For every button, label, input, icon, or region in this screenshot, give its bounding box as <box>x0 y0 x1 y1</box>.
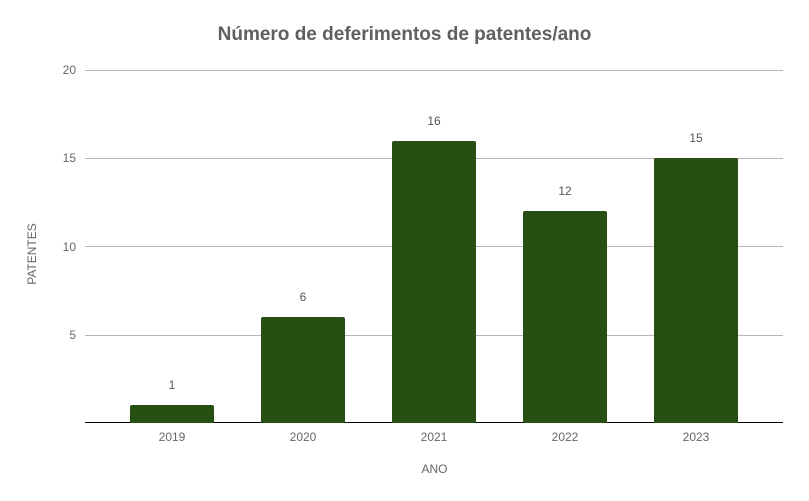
bar-2019[interactable] <box>130 405 214 423</box>
bar-2021[interactable] <box>392 141 476 423</box>
y-tick-5: 5 <box>69 328 76 342</box>
data-label-2023: 15 <box>689 131 703 145</box>
x-axis-label: ANO <box>421 462 448 476</box>
x-tick-2021: 2021 <box>420 430 448 444</box>
bar-2022[interactable] <box>523 211 607 423</box>
data-label-2022: 12 <box>558 184 572 198</box>
y-tick-10: 10 <box>62 240 76 254</box>
data-label-2021: 16 <box>427 114 441 128</box>
bar-2023[interactable] <box>654 158 738 423</box>
x-tick-2022: 2022 <box>551 430 579 444</box>
bar-2020[interactable] <box>261 317 345 423</box>
data-label-2020: 6 <box>299 290 307 304</box>
y-tick-15: 15 <box>62 151 76 165</box>
x-tick-2023: 2023 <box>682 430 710 444</box>
data-label-2019: 1 <box>168 378 176 392</box>
chart-title: Número de deferimentos de patentes/ano <box>217 24 592 45</box>
gridline-20 <box>85 70 783 71</box>
x-tick-2020: 2020 <box>289 430 317 444</box>
x-tick-2019: 2019 <box>158 430 186 444</box>
y-tick-20: 20 <box>62 63 76 77</box>
y-axis-label: PATENTES <box>25 223 39 285</box>
